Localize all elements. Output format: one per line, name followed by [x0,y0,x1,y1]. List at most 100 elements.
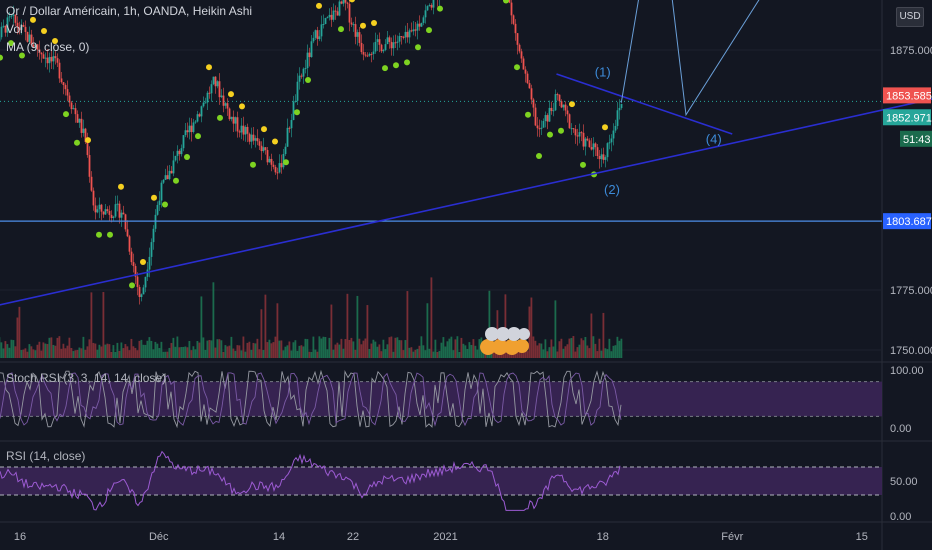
symbol-legend[interactable]: Or / Dollar Américain, 1h, OANDA, Heikin… [6,4,253,18]
volume-bar [252,342,255,358]
candle-body [96,209,99,213]
event-flag-icon[interactable] [492,339,508,355]
volume-bar [400,340,403,358]
volume-bar [596,351,599,358]
volume-bar [198,342,201,358]
ma-dot [184,154,190,161]
ma-dot [283,159,289,166]
volume-bar [36,344,39,358]
volume-bar [92,342,95,358]
candle-body [594,143,597,148]
candle-body [184,130,187,136]
volume-bar [112,345,115,358]
candle-body [156,204,159,215]
candle-body [528,83,531,89]
volume-bar [60,348,63,358]
candle-body [402,36,405,38]
candle-body [336,11,339,16]
volume-bar [230,336,233,358]
candle-body [372,51,375,55]
volume-bar [102,292,105,358]
ma-dot [195,133,201,140]
ma-dot [360,22,366,29]
axis-labels: 1950.0001925.0001900.0001875.0001775.000… [14,45,932,543]
event-flag-icon[interactable] [515,339,529,353]
trendlines[interactable] [0,0,932,319]
volume-legend[interactable]: Vol [6,22,23,36]
volume-bar [250,349,253,358]
rsi-legend[interactable]: RSI (14, close) [6,449,86,463]
candle-body [216,81,219,87]
rsi-tick-label: 50.00 [890,476,918,488]
currency-button[interactable]: USD [896,7,924,27]
stoch-tick-label: 100.00 [890,365,924,377]
candle-body [176,150,179,156]
candle-body [326,17,329,19]
volume-bar [314,349,317,358]
candle-body [348,3,351,23]
candle-body [370,53,373,55]
candle-body [28,34,31,42]
candle-body [188,125,191,133]
event-badges[interactable] [480,327,530,355]
candle-body [60,78,63,83]
candle-body [192,122,195,133]
candle-body [102,211,105,215]
candle-body [18,27,21,31]
candle-body [0,26,3,38]
volume-bar [356,295,359,358]
volume-bar [316,351,319,358]
volume-bar [620,338,623,358]
volume-bar [218,339,221,358]
candle-body [592,143,595,150]
event-badge[interactable] [496,327,510,341]
candle-body [122,212,125,215]
volume-bar [222,351,225,358]
price-candles [0,0,623,305]
volume-bar [302,346,305,358]
candle-body [390,41,393,49]
stoch-d-line [0,372,622,427]
volume-bar [488,290,491,358]
volume-bar [258,349,261,358]
candle-body [162,179,165,183]
volume-bar [170,342,173,358]
candle-body [32,44,35,47]
ma-dot [580,161,586,168]
ma-dot [316,2,322,9]
candle-body [196,114,199,122]
candle-body [362,52,365,55]
volume-bar [412,351,415,358]
volume-bar [244,351,247,358]
volume-bar [160,341,163,358]
candle-body [44,57,47,59]
volume-bar [618,340,621,358]
volume-bar [456,336,459,358]
candle-body [542,120,545,128]
candle-body [180,148,183,155]
stoch-rsi-legend[interactable]: Stoch RSI (3, 3, 14, 14, close) [6,371,167,385]
candle-body [580,132,583,134]
candle-body [66,89,69,96]
ma-dot [514,64,520,71]
event-badge[interactable] [518,328,530,340]
candle-body [360,42,363,53]
candle-body [144,276,147,288]
candle-body [248,133,251,142]
volume-bar [12,340,15,358]
volume-bar [10,339,13,358]
volume-bar [590,313,593,358]
candle-body [58,62,61,79]
volume-bar [206,340,209,358]
candle-body [64,85,67,90]
candle-body [418,23,421,27]
candle-body [280,163,283,168]
event-badge[interactable] [485,327,499,341]
event-flag-icon[interactable] [480,339,496,355]
volume-bar [390,336,393,358]
ma-legend[interactable]: MA (9, close, 0) [6,40,90,54]
event-badge[interactable] [507,327,521,341]
volume-bar [354,349,357,358]
candle-body [86,142,89,156]
